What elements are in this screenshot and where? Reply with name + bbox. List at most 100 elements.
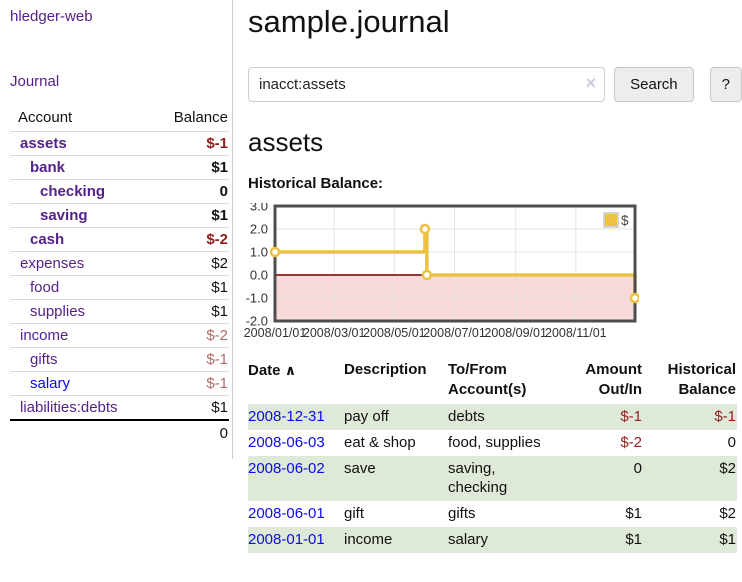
account-name-cell: food bbox=[10, 275, 148, 300]
account-name-cell: income bbox=[10, 323, 148, 348]
accounts-total-spacer bbox=[10, 419, 148, 445]
register-balance: 0 bbox=[727, 434, 736, 451]
account-balance: $-1 bbox=[206, 135, 228, 152]
account-balance: $1 bbox=[147, 275, 229, 300]
account-balance: $1 bbox=[147, 299, 229, 324]
account-link[interactable]: bank bbox=[30, 159, 66, 176]
register-date-cell: 2008-06-02 bbox=[248, 456, 344, 501]
account-balance: $1 bbox=[147, 395, 229, 420]
account-link[interactable]: supplies bbox=[30, 303, 86, 320]
register-description: income bbox=[344, 531, 393, 548]
journal-link[interactable]: Journal bbox=[10, 73, 60, 90]
account-name-cell: liabilities:debts bbox=[10, 395, 148, 420]
account-link[interactable]: gifts bbox=[30, 351, 58, 368]
account-name-cell: saving bbox=[10, 203, 148, 228]
register-row: 2008-06-01 gift gifts $1 $2 bbox=[248, 501, 737, 527]
register-date-link[interactable]: 2008-01-01 bbox=[248, 531, 325, 548]
svg-text:2008/01/01: 2008/01/01 bbox=[244, 326, 307, 340]
register-amount: $-2 bbox=[620, 434, 642, 451]
register-amount: $1 bbox=[625, 531, 642, 548]
account-name-cell: supplies bbox=[10, 299, 148, 324]
account-balance: $2 bbox=[147, 251, 229, 276]
help-button[interactable]: ? bbox=[709, 67, 742, 102]
account-row: cash $-2 bbox=[10, 227, 229, 252]
search-button[interactable]: Search bbox=[614, 67, 694, 102]
account-row: saving $1 bbox=[10, 203, 229, 228]
register-balance: $1 bbox=[719, 531, 736, 548]
account-link[interactable]: income bbox=[20, 327, 69, 344]
account-name-cell: bank bbox=[10, 155, 148, 180]
register-date-cell: 2008-12-31 bbox=[248, 404, 344, 430]
account-name-cell: gifts bbox=[10, 347, 148, 372]
svg-text:2008/03/01: 2008/03/01 bbox=[303, 326, 366, 340]
accounts-header-balance: Balance bbox=[147, 105, 229, 132]
accounts-header-account: Account bbox=[10, 105, 148, 132]
account-row: gifts $-1 bbox=[10, 347, 229, 372]
account-balance: 0 bbox=[147, 179, 229, 204]
svg-text:2008/05/01: 2008/05/01 bbox=[363, 326, 426, 340]
register-table-body: 2008-12-31 pay off debts $-1 $-1 2008-06… bbox=[248, 404, 737, 553]
account-name-cell: checking bbox=[10, 179, 148, 204]
register-row: 2008-12-31 pay off debts $-1 $-1 bbox=[248, 404, 737, 430]
accounts-table: Account Balance assets $-1 bank $1 check… bbox=[10, 105, 229, 445]
register-accounts: saving, checking bbox=[448, 460, 508, 496]
accounts-total-value: 0 bbox=[147, 419, 229, 445]
register-description: eat & shop bbox=[344, 434, 416, 451]
account-balance: $1 bbox=[147, 203, 229, 228]
register-date-link[interactable]: 2008-06-02 bbox=[248, 460, 325, 477]
historical-balance-chart: 3.0 2.0 1.0 0.0 -1.0 -2.0 2008/01/01 2008/03/01… bbox=[244, 203, 742, 343]
svg-text:2008/11/01: 2008/11/01 bbox=[545, 326, 607, 340]
register-header-balance: Historical Balance bbox=[667, 361, 736, 398]
account-balance: $-2 bbox=[147, 227, 229, 252]
account-link[interactable]: liabilities:debts bbox=[20, 399, 118, 416]
register-date-link[interactable]: 2008-06-03 bbox=[248, 434, 325, 451]
account-name-cell: cash bbox=[10, 227, 148, 252]
main-panel: sample.journal × Search ? assets Histori… bbox=[244, 0, 742, 553]
account-row: assets $-1 bbox=[10, 132, 229, 156]
svg-text:3.0: 3.0 bbox=[250, 203, 268, 214]
account-link[interactable]: saving bbox=[40, 207, 88, 224]
account-link[interactable]: expenses bbox=[20, 255, 85, 272]
svg-text:1.0: 1.0 bbox=[250, 245, 268, 260]
search-form: × Search ? bbox=[248, 67, 742, 102]
register-amount: $1 bbox=[625, 505, 642, 522]
register-row: 2008-06-03 eat & shop food, supplies $-2… bbox=[248, 430, 737, 456]
register-balance: $2 bbox=[719, 460, 736, 477]
search-input[interactable] bbox=[248, 67, 606, 102]
app-title-link[interactable]: hledger-web bbox=[10, 8, 93, 25]
register-accounts: food, supplies bbox=[448, 434, 541, 451]
register-description: gift bbox=[344, 505, 365, 522]
register-date-cell: 2008-01-01 bbox=[248, 527, 344, 553]
account-name-cell: expenses bbox=[10, 251, 148, 276]
account-balance: $-1 bbox=[147, 347, 229, 372]
account-link[interactable]: salary bbox=[30, 375, 71, 392]
account-link[interactable]: checking bbox=[40, 183, 106, 200]
register-accounts: salary bbox=[448, 531, 489, 548]
register-accounts: debts bbox=[448, 408, 485, 425]
svg-text:0.0: 0.0 bbox=[250, 268, 268, 283]
account-name-cell: salary bbox=[10, 371, 148, 396]
clear-search-icon[interactable]: × bbox=[585, 73, 597, 93]
sort-ascending-icon: ∧ bbox=[284, 362, 297, 378]
register-header-date-label: Date bbox=[248, 362, 281, 379]
svg-text:2008/07/01: 2008/07/01 bbox=[423, 326, 486, 340]
account-balance: $-2 bbox=[147, 323, 229, 348]
account-balance: $1 bbox=[147, 155, 229, 180]
register-header-date[interactable]: Date ∧ bbox=[248, 358, 344, 404]
register-header-accounts: To/From Account(s) bbox=[448, 361, 527, 398]
sidebar: hledger-web Journal Account Balance asse… bbox=[0, 0, 233, 459]
register-balance: $-1 bbox=[714, 408, 736, 425]
account-link[interactable]: cash bbox=[30, 231, 65, 248]
register-row: 2008-01-01 income salary $1 $1 bbox=[248, 527, 737, 553]
register-date-link[interactable]: 2008-12-31 bbox=[248, 408, 325, 425]
account-row: expenses $2 bbox=[10, 251, 229, 276]
account-link[interactable]: food bbox=[30, 279, 60, 296]
register-header-amount: Amount Out/In bbox=[585, 361, 642, 398]
account-row: bank $1 bbox=[10, 155, 229, 180]
account-link[interactable]: assets bbox=[20, 135, 67, 152]
register-accounts: gifts bbox=[448, 505, 476, 522]
page-title: sample.journal bbox=[248, 4, 450, 39]
register-row: 2008-06-02 save saving, checking 0 $2 bbox=[248, 456, 737, 501]
register-table: Date ∧ Description To/From Account(s) Amo… bbox=[248, 358, 737, 553]
register-date-link[interactable]: 2008-06-01 bbox=[248, 505, 325, 522]
